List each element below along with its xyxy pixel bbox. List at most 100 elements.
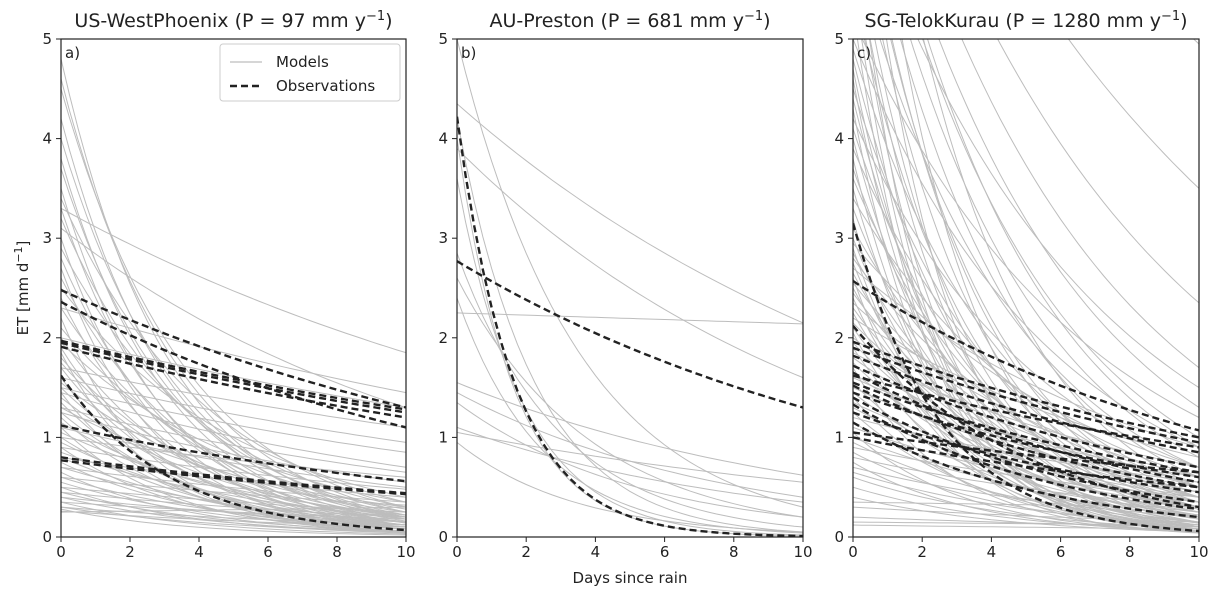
model-line bbox=[853, 188, 1199, 528]
model-line bbox=[853, 466, 1199, 518]
model-line bbox=[61, 446, 406, 532]
observation-line bbox=[853, 411, 1199, 494]
x-tick-label: 10 bbox=[1189, 543, 1208, 561]
observation-line bbox=[61, 374, 406, 532]
model-line bbox=[853, 198, 1199, 478]
model-line bbox=[853, 451, 1199, 528]
model-line bbox=[853, 501, 1199, 508]
y-tick-label: 1 bbox=[834, 428, 844, 446]
observation-line bbox=[853, 222, 1199, 533]
observation-line bbox=[853, 436, 1199, 489]
observation-line bbox=[853, 421, 1199, 519]
model-line bbox=[853, 327, 1199, 518]
model-line bbox=[61, 277, 406, 518]
model-line bbox=[457, 118, 803, 533]
model-line bbox=[61, 508, 406, 536]
panel-label: c) bbox=[857, 44, 871, 62]
model-line bbox=[61, 506, 406, 513]
observation-line bbox=[61, 341, 406, 414]
y-tick-label: 2 bbox=[834, 329, 844, 347]
model-line bbox=[891, 39, 1199, 503]
axes-frame bbox=[60, 38, 407, 538]
y-tick-label: 0 bbox=[42, 528, 52, 546]
model-line bbox=[853, 242, 1199, 468]
model-line bbox=[61, 392, 406, 468]
observation-line bbox=[853, 374, 1199, 449]
x-tick-label: 6 bbox=[660, 543, 670, 561]
model-line bbox=[61, 466, 406, 503]
model-line bbox=[853, 402, 1199, 498]
model-line bbox=[853, 168, 1199, 513]
model-line bbox=[61, 407, 406, 473]
observation-line bbox=[853, 403, 1199, 511]
model-line bbox=[61, 387, 406, 453]
model-line bbox=[457, 148, 803, 379]
model-line bbox=[61, 426, 406, 488]
model-line bbox=[961, 39, 1199, 369]
y-tick-label: 0 bbox=[834, 528, 844, 546]
model-line bbox=[61, 208, 406, 524]
y-tick-label: 3 bbox=[834, 229, 844, 247]
panel-label: a) bbox=[65, 44, 80, 62]
legend: Models Observations bbox=[219, 43, 401, 102]
model-line bbox=[457, 277, 803, 518]
x-tick-label: 4 bbox=[987, 543, 997, 561]
model-line bbox=[997, 39, 1199, 304]
x-tick-label: 0 bbox=[848, 543, 858, 561]
legend-observations-label: Observations bbox=[276, 77, 375, 95]
model-line bbox=[61, 496, 406, 523]
model-line bbox=[853, 471, 1199, 526]
model-line bbox=[926, 39, 1199, 448]
y-axis-label: ET [mm d−1] bbox=[12, 241, 33, 336]
model-line bbox=[853, 506, 1199, 523]
panel-1: 0 2 4 6 8 10 0 1 2 3 4 5 a) US-WestPhoenix (P = 97 mm… bbox=[42, 9, 415, 562]
plot-area bbox=[853, 39, 1199, 534]
model-line bbox=[61, 501, 406, 535]
model-line bbox=[853, 461, 1199, 533]
observation-line bbox=[853, 381, 1199, 474]
model-line bbox=[853, 317, 1199, 458]
observation-line bbox=[853, 279, 1199, 432]
model-line bbox=[61, 78, 406, 513]
y-tick-label: 4 bbox=[834, 130, 844, 148]
x-tick-label: 2 bbox=[125, 543, 135, 561]
model-line bbox=[917, 39, 1199, 389]
model-line bbox=[61, 446, 406, 490]
x-tick-label: 6 bbox=[1056, 543, 1066, 561]
model-line bbox=[61, 491, 406, 518]
x-tick-label: 2 bbox=[521, 543, 531, 561]
x-tick-label: 8 bbox=[729, 543, 739, 561]
observation-line bbox=[853, 431, 1199, 474]
model-line bbox=[61, 407, 406, 508]
model-line bbox=[899, 39, 1199, 478]
panel-title: AU-Preston (P = 681 mm y−1) bbox=[489, 9, 770, 33]
observation-line bbox=[61, 345, 406, 419]
y-tick-label: 2 bbox=[42, 329, 52, 347]
model-line bbox=[457, 442, 803, 533]
y-tick-label: 4 bbox=[42, 130, 52, 148]
model-line bbox=[853, 178, 1199, 503]
y-tick-label: 1 bbox=[42, 428, 52, 446]
model-line bbox=[901, 39, 1199, 518]
observation-line bbox=[61, 456, 406, 495]
model-line bbox=[61, 501, 406, 520]
panel-label: b) bbox=[461, 44, 476, 62]
model-line bbox=[922, 39, 1199, 438]
model-line bbox=[61, 436, 406, 528]
model-line bbox=[61, 227, 406, 408]
model-line bbox=[879, 39, 1199, 468]
model-line bbox=[457, 252, 803, 528]
model-line bbox=[457, 426, 803, 503]
x-tick-label: 4 bbox=[194, 543, 204, 561]
model-line bbox=[61, 486, 406, 513]
model-line bbox=[61, 377, 406, 443]
plot-area bbox=[61, 58, 406, 536]
y-tick-label: 4 bbox=[438, 130, 448, 148]
y-tick-label: 5 bbox=[438, 30, 448, 48]
observation-line bbox=[853, 340, 1199, 439]
model-line bbox=[61, 476, 406, 506]
y-tick-label: 5 bbox=[834, 30, 844, 48]
observation-line bbox=[853, 346, 1199, 444]
model-line bbox=[61, 158, 406, 522]
